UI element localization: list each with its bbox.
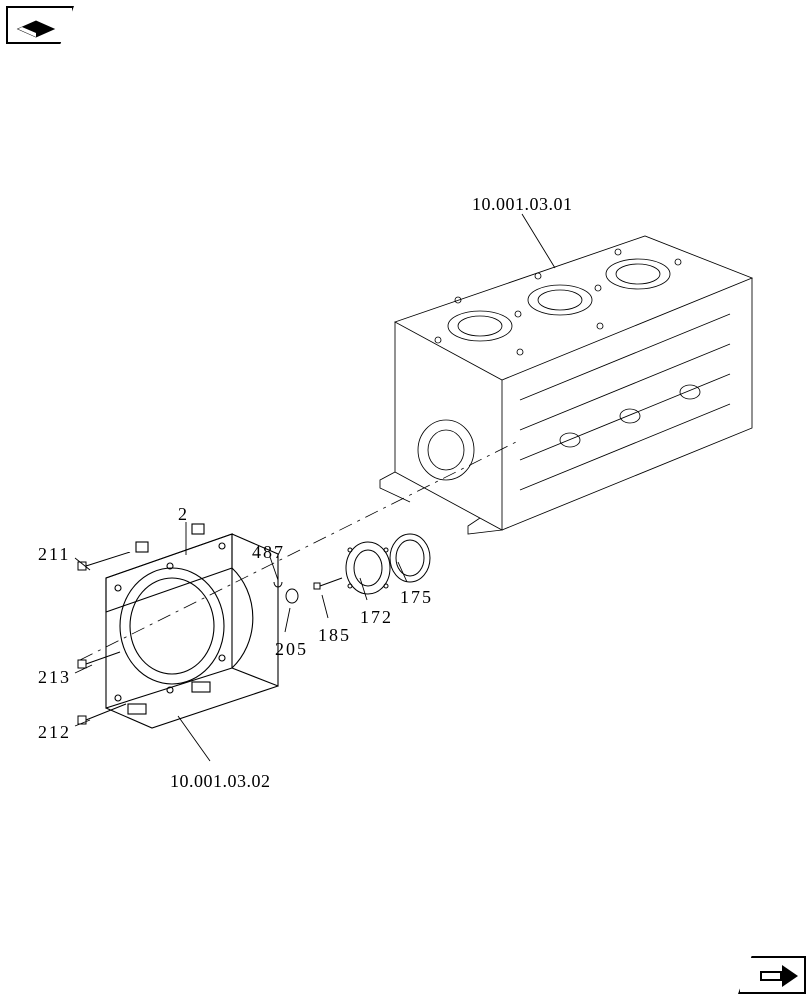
leader-engine_block_ref — [522, 214, 555, 268]
callout-p2: 2 — [178, 505, 189, 523]
callout-p205: 205 — [275, 640, 308, 658]
callout-flywheel_housing_ref: 10.001.03.02 — [170, 772, 271, 790]
callout-p212: 212 — [38, 723, 71, 741]
leader-p213 — [75, 665, 92, 673]
callout-p213: 213 — [38, 668, 71, 686]
leader-lines — [0, 0, 812, 1000]
exploded-diagram: 10.001.03.01 10.001.03.02 2 211 487 175 172 185… — [0, 0, 812, 1000]
leader-p211 — [75, 558, 90, 570]
leader-p185 — [322, 595, 328, 618]
leader-p205 — [285, 608, 290, 632]
callout-p211: 211 — [38, 545, 70, 563]
leader-p212 — [75, 720, 90, 726]
leader-p175 — [398, 562, 407, 582]
leader-p172 — [360, 578, 367, 600]
callout-p175: 175 — [400, 588, 433, 606]
callout-engine_block_ref: 10.001.03.01 — [472, 195, 573, 213]
callout-p185: 185 — [318, 626, 351, 644]
callout-p172: 172 — [360, 608, 393, 626]
callout-p487: 487 — [252, 543, 285, 561]
leader-flywheel_housing_ref — [178, 716, 210, 761]
